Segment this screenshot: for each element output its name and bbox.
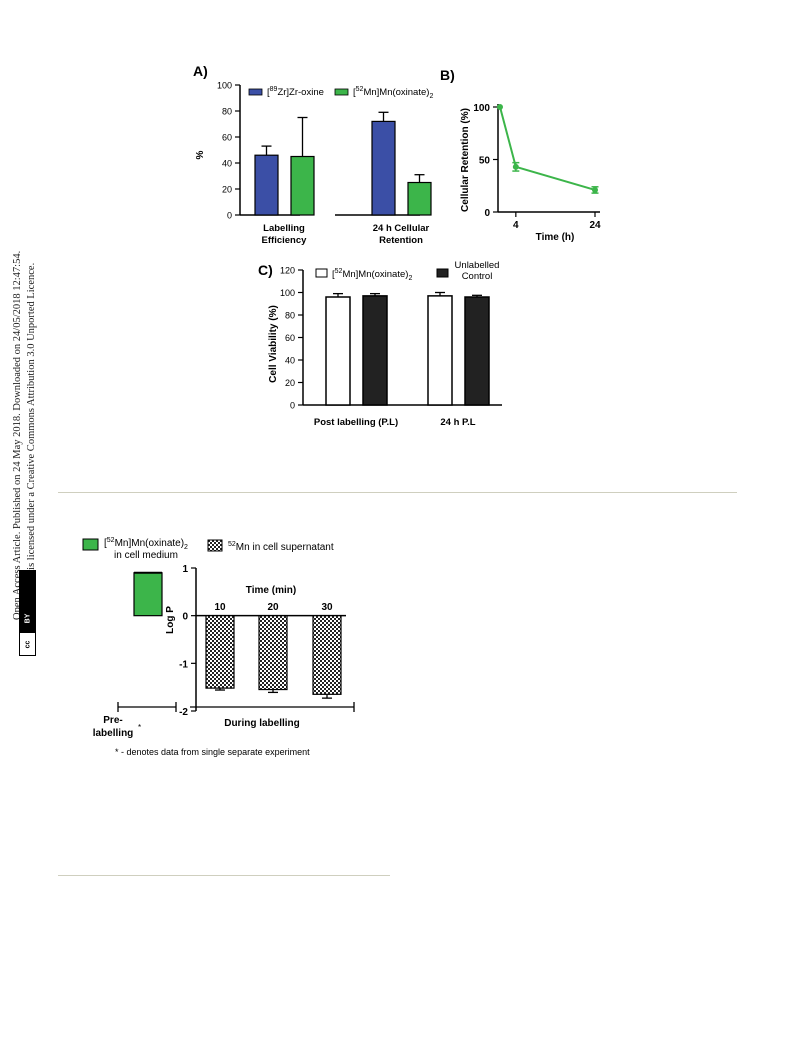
pre-label-line2: labelling: [93, 728, 134, 739]
y-tick-label: 0: [484, 208, 490, 219]
time-tick-label: 30: [321, 602, 333, 613]
bar: [427, 295, 453, 406]
y-tick-label: 0: [182, 612, 188, 623]
sidebar-line-1: Open Access Article. Published on 24 May…: [12, 250, 23, 620]
time-tick-label: 20: [267, 602, 279, 613]
legend-swatch-mn-open: [315, 268, 328, 278]
y-tick-label: 80: [222, 107, 232, 117]
y-tick-label: 100: [280, 288, 295, 298]
x-tick-label: 4: [513, 220, 519, 231]
y-tick-label: -2: [179, 707, 188, 718]
data-point: [592, 186, 598, 193]
section-divider-top: [58, 492, 737, 493]
data-point: [497, 104, 503, 110]
bar: [362, 295, 388, 406]
bar: [407, 181, 432, 216]
pre-label-line1: Pre-: [103, 715, 122, 726]
supernatant-bar: [312, 615, 342, 695]
bar: [325, 296, 351, 406]
panel-a-chart: A) [89Zr]Zr-oxine [52Mn]Mn(oxinate)2 % 0…: [193, 63, 433, 246]
panel-a-ylabel: %: [195, 150, 206, 159]
supernatant-bar: [258, 615, 288, 691]
bar: [371, 120, 396, 216]
panel-c-chart: C) [52Mn]Mn(oxinate)2 Unlabelled Control…: [258, 260, 502, 428]
y-tick-label: 80: [285, 311, 295, 321]
y-tick-label: -1: [179, 659, 188, 670]
panel-a-legend: [89Zr]Zr-oxine [52Mn]Mn(oxinate)2: [248, 86, 433, 100]
category-label: Efficiency: [262, 235, 308, 246]
y-tick-label: 60: [285, 333, 295, 343]
y-tick-label: 100: [217, 81, 232, 91]
category-label: 24 h P.L: [440, 417, 475, 428]
pre-label-asterisk: *: [138, 723, 141, 732]
panel-logp-time-label: Time (min): [246, 585, 296, 596]
legend-label-supernatant: 52Mn in cell supernatant: [228, 541, 334, 553]
cc-icon: cc: [20, 632, 35, 655]
prelabelling-bar: [133, 572, 163, 617]
legend-label-mn: [52Mn]Mn(oxinate)2: [332, 268, 412, 282]
panel-b-ylabel: Cellular Retention (%): [460, 108, 471, 212]
footnote: * - denotes data from single separate ex…: [115, 747, 310, 757]
legend-label-medium-1: [52Mn]Mn(oxinate)2: [104, 537, 188, 551]
retention-line: [499, 106, 596, 191]
y-tick-label: 120: [280, 266, 295, 276]
y-tick-label: 0: [227, 211, 232, 221]
category-label: Labelling: [263, 223, 305, 234]
legend-label-mn: [52Mn]Mn(oxinate)2: [353, 86, 433, 100]
y-tick-label: 20: [222, 185, 232, 195]
bar: [464, 296, 490, 406]
data-point: [512, 163, 519, 170]
during-labelling-label: During labelling: [224, 718, 300, 729]
y-tick-label: 40: [222, 159, 232, 169]
category-label: Post labelling (P.L): [314, 417, 398, 428]
panel-c-ylabel: Cell Viability (%): [268, 305, 279, 383]
category-label: 24 h Cellular: [373, 223, 430, 234]
legend-label-zr: [89Zr]Zr-oxine: [267, 86, 324, 98]
supernatant-bar: [205, 615, 235, 689]
y-tick-label: 1: [182, 564, 188, 575]
panel-a-label: A): [193, 63, 208, 79]
legend-label-control-2: Control: [462, 271, 493, 282]
bar: [290, 155, 315, 216]
y-tick-label: 0: [290, 401, 295, 411]
x-tick-label: 24: [589, 220, 601, 231]
legend-swatch-medium: [82, 538, 99, 551]
sidebar-line-2: This article is licensed under a Creativ…: [26, 262, 37, 620]
panel-b-xlabel: Time (h): [536, 232, 575, 243]
legend-swatch-zr: [248, 88, 263, 96]
y-tick-label: 100: [473, 103, 490, 114]
y-tick-label: 50: [479, 156, 491, 167]
legend-swatch-mn: [334, 88, 349, 96]
panel-b-chart: B) Cellular Retention (%) Time (h) 0 50 10…: [440, 67, 601, 243]
panel-b-label: B): [440, 67, 455, 83]
y-tick-label: 20: [285, 378, 295, 388]
by-icon: BY: [23, 613, 31, 623]
panel-c-label: C): [258, 262, 273, 278]
legend-swatch-control: [436, 268, 449, 278]
y-tick-label: 40: [285, 356, 295, 366]
y-tick-label: 60: [222, 133, 232, 143]
legend-label-control-1: Unlabelled: [455, 260, 500, 271]
bar: [254, 154, 279, 216]
legend-label-medium-2: in cell medium: [114, 550, 178, 561]
panel-logp-chart: [52Mn]Mn(oxinate)2 in cell medium 52Mn i…: [82, 537, 355, 757]
cc-by-license-icon[interactable]: BY cc: [19, 570, 36, 656]
panel-logp-ylabel: Log P: [165, 606, 176, 634]
category-label: Retention: [379, 235, 423, 246]
section-divider-bottom: [58, 875, 390, 876]
legend-swatch-supernatant: [207, 539, 223, 552]
time-tick-label: 10: [214, 602, 226, 613]
